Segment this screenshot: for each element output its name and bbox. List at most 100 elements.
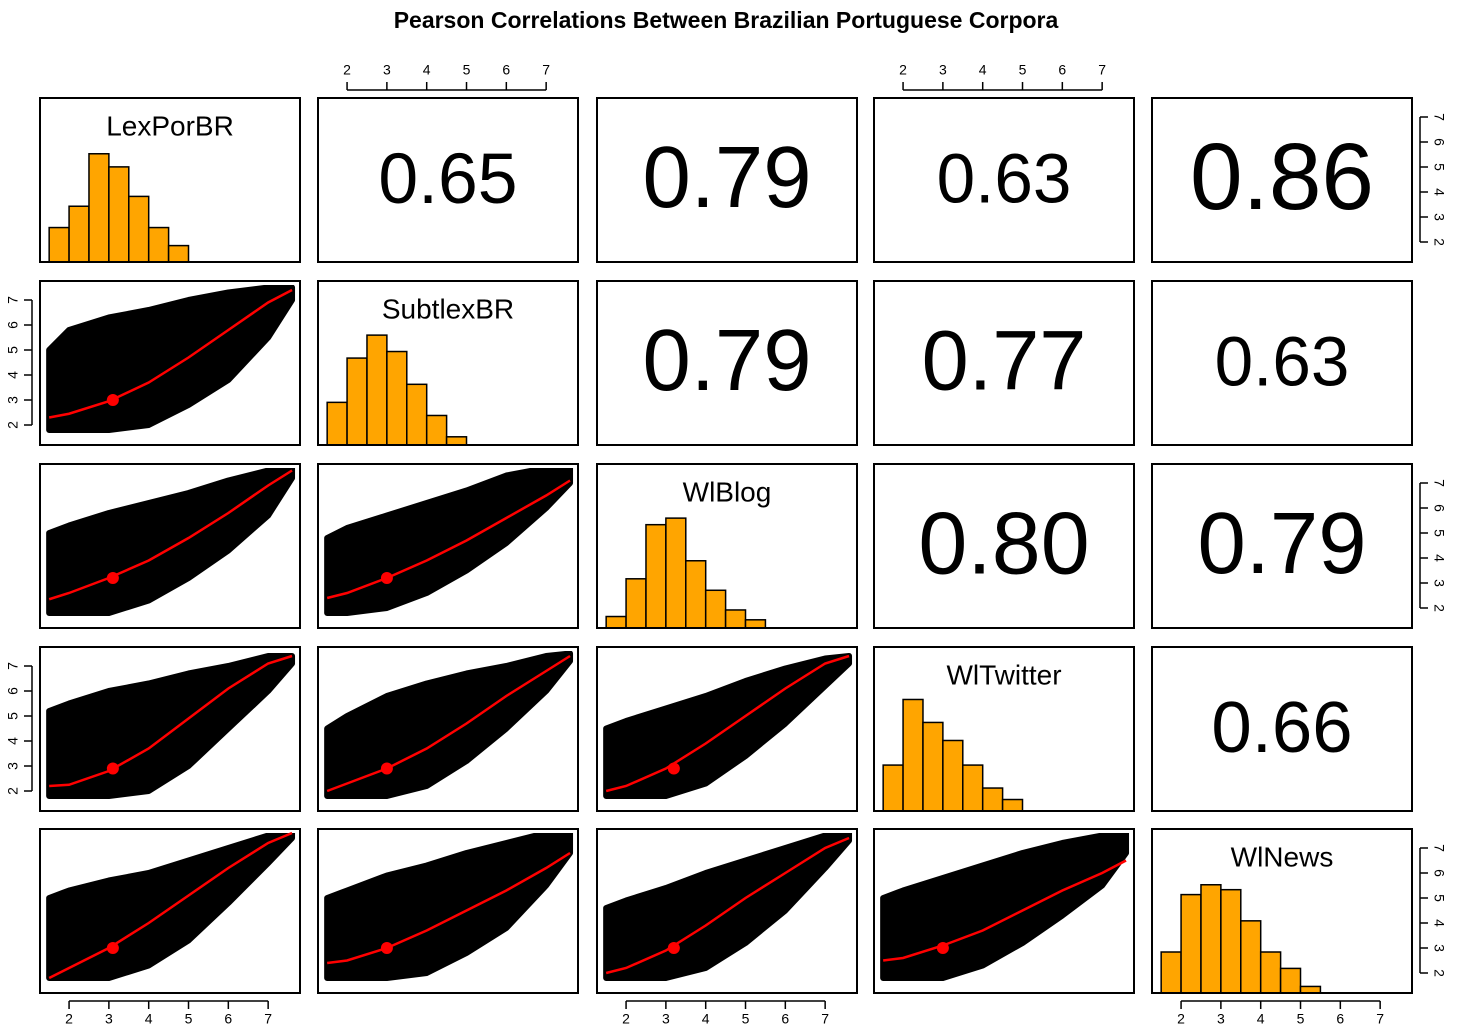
mean-point <box>106 762 119 775</box>
x-tick-label: 4 <box>145 1011 153 1027</box>
point-cloud <box>46 833 296 981</box>
x-tick-label: 7 <box>1376 1011 1384 1027</box>
histogram-bar <box>685 560 707 629</box>
panel-frame <box>39 646 301 812</box>
histogram-bar <box>724 609 747 629</box>
smooth-line <box>48 469 293 601</box>
panel-frame <box>873 646 1135 812</box>
y-tick-label: 7 <box>1431 479 1447 487</box>
variable-label: LexPorBR <box>106 110 234 141</box>
variable-label: WlBlog <box>683 476 772 507</box>
smooth-line <box>49 654 293 788</box>
smooth-line <box>605 836 850 975</box>
histogram-bar <box>744 619 767 629</box>
x-tick-label: 3 <box>1217 1011 1225 1027</box>
y-tick-label: 7 <box>5 296 21 304</box>
y-tick-label: 4 <box>1431 188 1447 196</box>
panel-frame <box>1151 828 1413 994</box>
histogram-bar <box>1259 951 1282 994</box>
histogram-bar <box>1240 920 1262 994</box>
point-cloud <box>603 653 853 799</box>
panel-frame <box>39 463 301 629</box>
mean-point <box>667 942 680 954</box>
histogram-bar <box>665 517 687 629</box>
x-tick-label: 4 <box>1257 1011 1265 1027</box>
smooth-line <box>48 831 293 980</box>
panel-frame <box>596 97 858 263</box>
y-tick-label: 5 <box>1431 894 1447 902</box>
y-tick-label: 4 <box>5 371 21 379</box>
x-tick-label: 3 <box>105 1011 113 1027</box>
y-tick-label: 7 <box>1431 113 1447 121</box>
histogram-bar <box>128 195 150 263</box>
y-tick-label: 3 <box>1431 944 1447 952</box>
y-tick-label: 6 <box>1431 869 1447 877</box>
histogram-bar <box>922 721 944 812</box>
mean-point <box>380 762 393 775</box>
x-tick-label: 5 <box>185 1011 193 1027</box>
point-cloud <box>46 468 296 616</box>
histogram-bar <box>625 578 647 629</box>
y-tick-label: 4 <box>5 737 21 745</box>
x-tick-label: 5 <box>742 1011 750 1027</box>
mean-point <box>380 942 393 954</box>
y-tick-label: 6 <box>1431 138 1447 146</box>
y-tick-label: 7 <box>5 662 21 670</box>
x-tick-label: 7 <box>821 1011 829 1027</box>
panel-frame <box>317 463 579 629</box>
histogram-bar <box>1200 884 1222 994</box>
smooth-line <box>48 288 293 419</box>
y-tick-label: 5 <box>5 712 21 720</box>
panel-frame <box>596 463 858 629</box>
mean-point <box>106 394 119 406</box>
mean-point <box>106 942 119 954</box>
correlation-label: 0.63 <box>937 139 1072 217</box>
correlation-label: 0.79 <box>642 312 811 409</box>
histogram-bar <box>88 153 110 263</box>
histogram-bar <box>445 436 468 446</box>
panel-frame <box>39 828 301 994</box>
panel-frame <box>39 280 301 446</box>
histogram-bar <box>962 764 984 812</box>
panel-frame <box>873 463 1135 629</box>
correlation-label: 0.63 <box>1215 322 1350 400</box>
correlation-label: 0.65 <box>378 139 517 219</box>
histogram-bar <box>386 350 408 446</box>
mean-point <box>106 572 119 584</box>
histogram-bar <box>645 523 667 629</box>
panel-frame <box>596 828 858 994</box>
histogram-bar <box>167 244 190 263</box>
x-tick-label: 3 <box>939 62 947 78</box>
x-tick-label: 6 <box>1058 62 1066 78</box>
chart-title: Pearson Correlations Between Brazilian P… <box>394 7 1059 33</box>
x-tick-label: 4 <box>979 62 987 78</box>
histogram-bar <box>346 357 368 446</box>
y-tick-label: 6 <box>1431 504 1447 512</box>
histogram-bar <box>902 698 924 812</box>
histogram-bar <box>942 739 964 812</box>
y-tick-label: 2 <box>1431 969 1447 977</box>
panel-frame <box>317 828 579 994</box>
histogram-bar <box>704 589 727 629</box>
mean-point <box>380 572 393 584</box>
histogram-bar <box>1160 951 1182 994</box>
correlation-label: 0.86 <box>1190 124 1374 230</box>
smooth-line <box>326 479 571 600</box>
y-tick-label: 7 <box>1431 844 1447 852</box>
y-tick-label: 2 <box>1431 238 1447 246</box>
panel-frame <box>317 280 579 446</box>
correlation-label: 0.66 <box>1211 687 1352 768</box>
panel-frame <box>873 828 1135 994</box>
histogram-bar <box>326 401 348 446</box>
point-cloud <box>46 653 296 799</box>
x-tick-label: 2 <box>343 62 351 78</box>
histogram-bar <box>108 166 130 263</box>
histogram-bar <box>406 383 428 446</box>
y-tick-label: 3 <box>5 762 21 770</box>
panel-frame <box>317 646 579 812</box>
variable-label: WlTwitter <box>946 659 1061 690</box>
y-tick-label: 6 <box>5 687 21 695</box>
histogram-bar <box>366 334 388 446</box>
y-tick-label: 4 <box>1431 554 1447 562</box>
histogram-bar <box>981 787 1004 812</box>
